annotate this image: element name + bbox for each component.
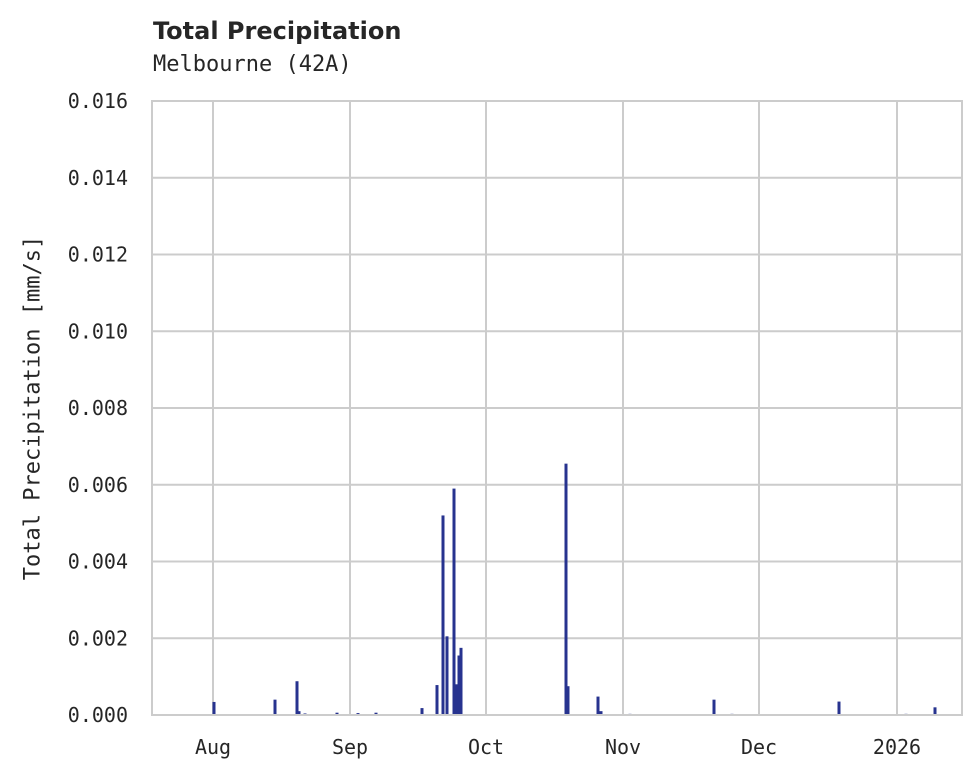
y-tick-label: 0.004 [68,550,128,574]
x-tick-label: Sep [332,735,368,759]
chart-title: Total Precipitation [153,17,402,45]
x-axis-ticks: Aug Sep Oct Nov Dec 2026 [195,735,921,759]
y-tick-label: 0.006 [68,473,128,497]
precipitation-bar [374,712,378,715]
y-tick-label: 0.014 [68,166,128,190]
precipitation-bar [599,711,603,715]
precipitation-bar [273,699,277,715]
precipitation-bar [335,712,339,715]
y-axis-ticks: 0.000 0.002 0.004 0.006 0.008 0.010 0.012 0.014… [68,89,128,727]
grid-lines [152,100,962,716]
y-tick-label: 0.010 [68,319,128,343]
y-tick-label: 0.012 [68,243,128,267]
precipitation-bar [459,647,463,715]
precipitation-bar [564,463,568,715]
precipitation-bars [212,463,937,715]
precipitation-bar [566,686,570,715]
precipitation-bar [933,707,937,715]
plot-frame [151,100,963,716]
precipitation-bar [454,684,458,715]
x-tick-label: Oct [468,735,504,759]
precipitation-bar [452,488,456,715]
precipitation-bar [712,699,716,715]
precipitation-bar [295,681,299,715]
precipitation-bar [297,711,301,715]
precipitation-bar [441,515,445,715]
y-tick-label: 0.002 [68,626,128,650]
chart-subtitle: Melbourne (42A) [153,52,352,77]
y-tick-label: 0.016 [68,89,128,113]
y-tick-label: 0.008 [68,396,128,420]
precipitation-bar [596,696,600,715]
precipitation-bar [420,708,424,715]
x-tick-label: Dec [741,735,777,759]
precipitation-bar [457,655,461,715]
x-tick-label: Aug [195,735,231,759]
precipitation-bar [445,636,449,715]
x-tick-label: 2026 [873,735,921,759]
precipitation-bar [837,701,841,715]
precipitation-bar [435,685,439,715]
y-tick-label: 0.000 [68,703,128,727]
precipitation-bar [212,701,216,715]
x-tick-label: Nov [605,735,641,759]
